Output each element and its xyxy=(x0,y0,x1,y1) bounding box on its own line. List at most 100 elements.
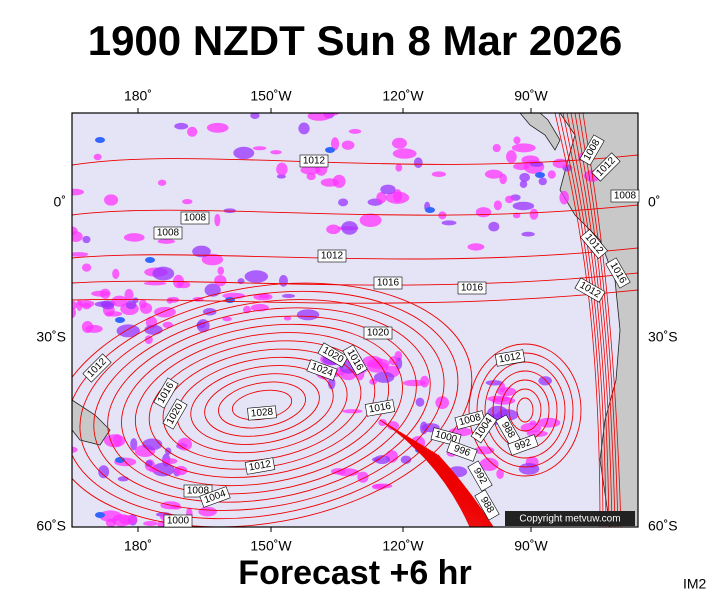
isobar-label-text: 1012 xyxy=(321,251,344,262)
isobar xyxy=(417,442,486,527)
title: 1900 NZDT Sun 8 Mar 2026 xyxy=(88,17,623,64)
precip-patch xyxy=(326,224,341,235)
isobar-label-box xyxy=(153,226,183,240)
isobar-label-text: 1012 xyxy=(248,459,272,474)
precip-patch xyxy=(81,263,92,272)
isobar xyxy=(415,441,485,527)
isobar xyxy=(190,365,334,445)
isobar-label-box xyxy=(373,276,403,290)
precip-patch xyxy=(198,506,217,517)
isobar-label-box xyxy=(494,349,526,367)
isobar-label-text: 1008 xyxy=(184,213,207,224)
precip-patch xyxy=(342,409,363,414)
isobar-label-box xyxy=(199,486,231,508)
precip-patch xyxy=(395,163,403,172)
precip-patch xyxy=(27,500,38,514)
isobar-label-box xyxy=(244,457,276,475)
lon-label-top: 120˚W xyxy=(382,88,424,104)
precip-patch xyxy=(119,515,137,525)
isobar xyxy=(72,247,638,260)
precip-patch xyxy=(431,171,447,177)
isobar-label-box xyxy=(591,152,621,182)
precip-patch xyxy=(143,281,167,286)
isobar-label: 1012 xyxy=(317,249,347,263)
isobar xyxy=(554,113,601,527)
lat-label-left: 0˚ xyxy=(54,194,66,210)
precip-patch xyxy=(505,195,514,204)
precip-patch xyxy=(307,113,331,121)
precip-patch xyxy=(511,143,536,153)
precip-patch xyxy=(338,198,349,207)
lat-label-left: 60˚S xyxy=(36,518,66,534)
precip-patch xyxy=(276,162,288,176)
isobar xyxy=(558,113,604,527)
isobar-label-box xyxy=(247,405,277,421)
lon-label-bottom: 120˚W xyxy=(382,538,424,554)
isobar xyxy=(570,113,613,527)
precip-patch xyxy=(281,293,295,298)
precip-core xyxy=(325,147,335,153)
isobar xyxy=(72,290,459,520)
precip-patch xyxy=(537,417,561,428)
isobar xyxy=(72,272,638,286)
precip-patch xyxy=(139,302,153,314)
precip-patch xyxy=(130,438,138,451)
isobar-label-box xyxy=(610,189,640,203)
isobar xyxy=(413,440,484,527)
isobar-label-text: 1020 xyxy=(367,328,390,339)
isobar-label-text: 1028 xyxy=(250,407,274,420)
precip-patch xyxy=(513,162,530,171)
precip-patch xyxy=(39,216,57,221)
precip-patch xyxy=(20,515,31,520)
precip-patch xyxy=(124,288,134,301)
isobar xyxy=(79,299,445,511)
isobar-label-box xyxy=(180,211,210,225)
precip-patch xyxy=(420,375,430,388)
isobar xyxy=(72,289,638,304)
precip-patch xyxy=(475,207,492,218)
isobar xyxy=(566,113,610,527)
isobar-label-box xyxy=(162,398,188,430)
lat-label-right: 30˚S xyxy=(648,329,678,345)
isobar-label-box xyxy=(454,410,486,430)
precip-patch xyxy=(192,245,211,258)
precip-patch xyxy=(485,380,503,386)
precip-patch xyxy=(162,321,174,329)
isobar-label-text: 1008 xyxy=(614,191,637,202)
precip-patch xyxy=(518,463,540,475)
precip-patch xyxy=(214,274,227,287)
precip-patch xyxy=(107,3,119,11)
precip-patch xyxy=(116,324,140,338)
precip-patch xyxy=(112,434,123,447)
isobar-label-text: 1016 xyxy=(377,278,400,289)
precip-patch xyxy=(380,184,396,195)
precip-patch xyxy=(144,324,163,335)
lat-label-left: 30˚S xyxy=(36,329,66,345)
precip-patch xyxy=(441,220,457,226)
precip-patch xyxy=(499,382,506,393)
lon-label-top: 90˚W xyxy=(514,88,548,104)
precip-patch xyxy=(98,465,110,479)
isobar-label-box xyxy=(579,134,605,166)
isobar xyxy=(425,447,489,527)
precip-patch xyxy=(59,452,65,462)
isobar-label-box xyxy=(82,353,112,383)
precip-patch xyxy=(330,137,340,151)
isobar-label: 1016 xyxy=(373,276,403,290)
copyright-bg xyxy=(505,511,635,526)
isobar-label: 1008 xyxy=(610,189,640,203)
lon-label-bottom: 180˚ xyxy=(124,538,152,554)
precip-patch xyxy=(512,201,535,211)
isobar xyxy=(431,450,492,527)
precip-patch xyxy=(222,316,232,322)
precip-patch xyxy=(300,165,321,175)
isobar-label: 1012 xyxy=(244,457,276,475)
isobar-label-box xyxy=(317,249,347,263)
precip-patch xyxy=(91,290,110,297)
precip-patch xyxy=(162,458,178,465)
isobar-label-text: 1016 xyxy=(368,401,392,416)
isobar-label-text: 1000 xyxy=(167,516,190,527)
isobar-label: 992 xyxy=(507,434,539,456)
isobar xyxy=(107,315,417,495)
precip-patch xyxy=(72,446,73,449)
